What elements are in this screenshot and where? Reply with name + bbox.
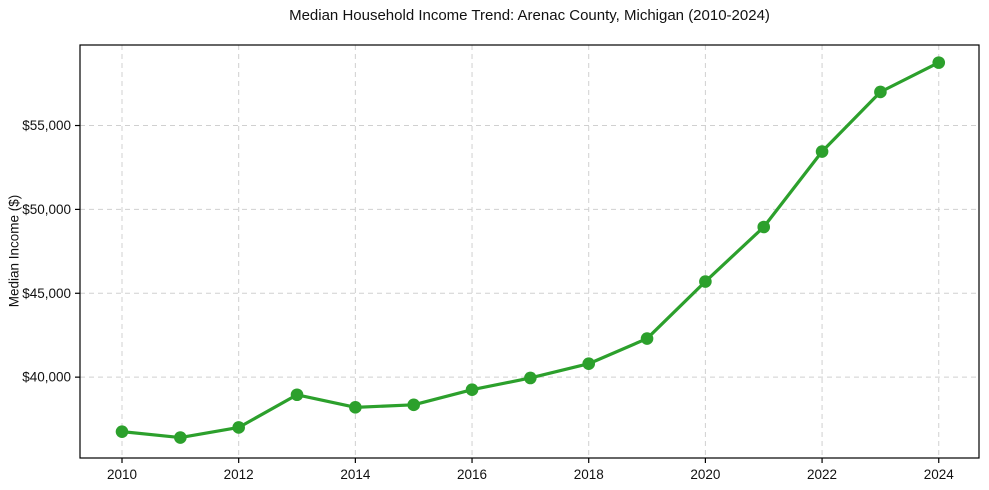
data-point-2024 [932, 56, 946, 69]
data-point-2014 [349, 401, 362, 414]
data-point-2018 [582, 357, 596, 371]
chart-title: Median Household Income Trend: Arenac Co… [289, 7, 770, 24]
data-point-2010 [115, 425, 129, 438]
plot-border [79, 44, 980, 459]
data-point-2012 [232, 421, 245, 434]
data-point-2017 [524, 371, 537, 385]
data-point-2021 [757, 220, 771, 234]
x-tick-label: 2024 [924, 467, 955, 482]
data-point-2011 [174, 431, 187, 444]
y-tick-label: $55,000 [22, 118, 71, 133]
data-point-2019 [640, 332, 654, 345]
y-tick-label: $50,000 [22, 202, 71, 217]
x-tick-label: 2016 [457, 467, 487, 482]
data-point-2023 [874, 85, 887, 99]
data-point-2015 [407, 398, 420, 412]
y-tick-label: $40,000 [22, 370, 71, 385]
y-tick-label: $45,000 [22, 286, 71, 301]
x-tick-label: 2022 [807, 467, 837, 482]
x-tick-label: 2012 [224, 467, 254, 482]
data-point-2022 [815, 145, 829, 158]
x-tick-label: 2014 [340, 467, 371, 482]
x-tick-label: 2010 [107, 467, 137, 482]
data-point-2020 [699, 275, 712, 288]
data-point-2016 [465, 383, 479, 397]
x-tick-label: 2018 [574, 467, 604, 482]
data-point-2013 [290, 388, 304, 402]
x-tick-label: 2020 [690, 467, 720, 482]
